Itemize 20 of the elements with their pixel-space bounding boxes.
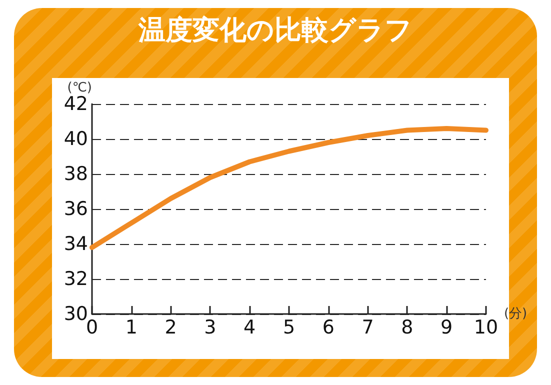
y-axis-title: (℃) <box>67 80 92 96</box>
y-tick-label: 42 <box>64 93 88 115</box>
x-tick-label: 4 <box>244 316 256 338</box>
x-tick-label: 7 <box>362 316 374 338</box>
y-tick-label: 38 <box>64 163 88 185</box>
x-tick-label: 5 <box>282 316 296 338</box>
x-tick-label: 0 <box>86 316 98 338</box>
y-tick-label: 40 <box>64 128 88 150</box>
x-tick-label: 3 <box>204 316 216 338</box>
x-tick-label: 9 <box>440 316 453 338</box>
x-tick-label: 10 <box>474 316 498 338</box>
y-tick-label: 36 <box>64 198 88 220</box>
y-tick-label: 34 <box>64 233 88 255</box>
chart-title: 温度変化の比較グラフ <box>138 15 412 46</box>
y-tick-label: 32 <box>64 268 88 290</box>
y-tick-label: 30 <box>64 303 88 325</box>
x-tick-label: 2 <box>164 316 177 338</box>
x-tick-label: 6 <box>322 316 334 338</box>
x-tick-label: 8 <box>401 316 414 338</box>
x-tick-label: 1 <box>125 316 138 338</box>
